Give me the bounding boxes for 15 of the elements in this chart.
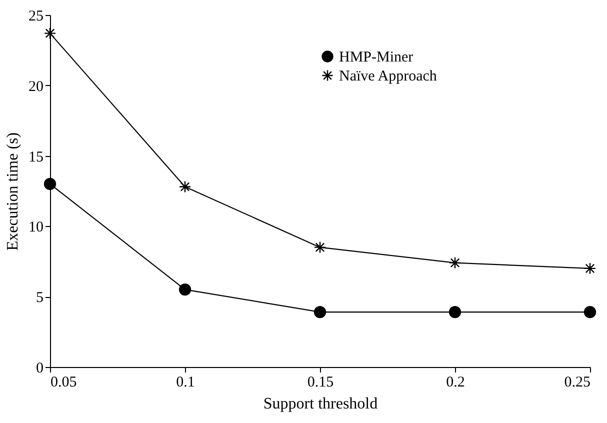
- legend-label: Naïve Approach: [339, 68, 438, 84]
- y-tick-label: 5: [36, 290, 44, 306]
- y-tick-label: 0: [36, 360, 44, 376]
- y-tick-label: 15: [28, 149, 44, 166]
- y-axis-title: Execution time (s): [4, 132, 22, 251]
- x-tick-label: 0.25: [564, 374, 590, 390]
- x-tick-label: 0.1: [176, 374, 195, 390]
- x-tick-label: 0.2: [446, 374, 465, 390]
- x-tick-label: 0.15: [307, 374, 334, 390]
- y-tick-label: 10: [28, 220, 44, 236]
- y-tick-label: 25: [28, 8, 44, 24]
- y-tick-label: 20: [28, 78, 44, 95]
- x-tick-label: 0.05: [50, 374, 77, 390]
- legend-label: HMP-Miner: [339, 50, 414, 66]
- x-axis-title: Support threshold: [263, 396, 378, 412]
